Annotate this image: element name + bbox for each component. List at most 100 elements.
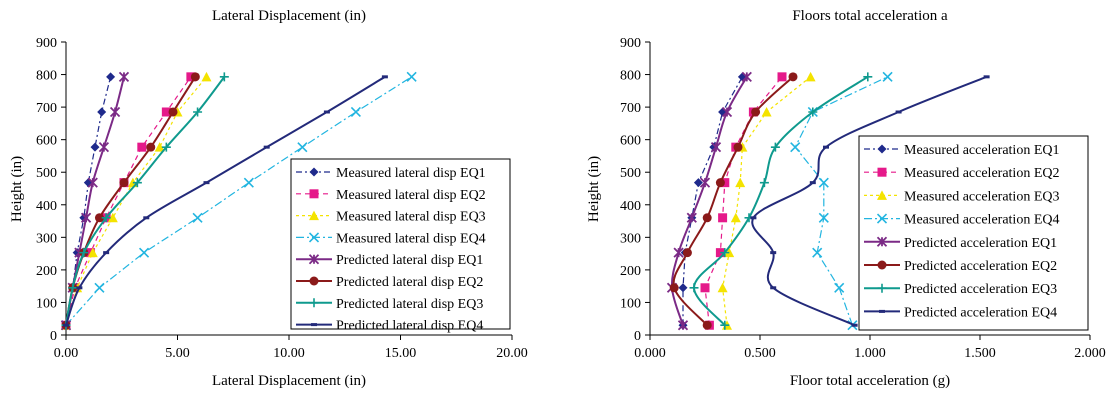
y-tick-label: 400 xyxy=(620,199,641,214)
legend-marker xyxy=(876,213,888,224)
legend: Measured lateral disp EQ1 Measured latera… xyxy=(290,158,511,334)
legend-label: Measured acceleration EQ1 xyxy=(904,143,1059,158)
data-point xyxy=(297,142,308,153)
y-ticks: 0 100 200 300 400 500 600 700 800 900 xyxy=(36,36,66,344)
x-ticks: 0.000 0.500 1.000 1.500 2.000 xyxy=(634,335,1106,361)
data-point xyxy=(721,106,733,118)
data-point xyxy=(192,212,203,223)
x-ticks: 0.00 5.00 10.00 15.00 20.00 xyxy=(54,335,528,361)
y-tick-label: 700 xyxy=(36,101,57,116)
x-tick-label: 0.00 xyxy=(54,346,79,361)
legend-marker xyxy=(309,167,319,177)
data-point xyxy=(718,213,728,223)
y-tick-label: 100 xyxy=(36,296,57,311)
data-point xyxy=(119,178,129,188)
data-point xyxy=(818,177,829,188)
y-axis: 0 100 200 300 400 500 600 700 800 900 Height (in) xyxy=(586,36,651,344)
legend-label: Predicted acceleration EQ2 xyxy=(904,259,1057,274)
legend-label: Measured acceleration EQ2 xyxy=(904,166,1059,181)
legend-label: Predicted lateral disp EQ3 xyxy=(336,297,483,312)
legend-item: Predicted lateral disp EQ3 xyxy=(296,297,483,312)
data-point xyxy=(818,212,829,223)
legend-marker xyxy=(876,236,888,247)
legend-marker xyxy=(877,167,887,177)
data-point xyxy=(87,247,98,258)
data-point xyxy=(203,181,210,185)
data-point xyxy=(669,283,679,293)
legend-marker xyxy=(309,210,319,221)
data-point xyxy=(823,145,829,149)
data-point xyxy=(109,106,121,118)
data-point xyxy=(406,71,417,82)
y-axis-label: Height (in) xyxy=(586,156,602,222)
y-tick-label: 100 xyxy=(620,296,641,311)
legend-marker xyxy=(877,144,887,154)
legend-label: Measured acceleration EQ3 xyxy=(904,189,1059,204)
legend-marker xyxy=(309,298,319,308)
data-point xyxy=(735,177,746,188)
data-point xyxy=(98,142,110,153)
legend-marker xyxy=(877,190,887,200)
series-line xyxy=(65,76,412,326)
series-8 xyxy=(750,75,990,327)
legend-label: Measured lateral disp EQ3 xyxy=(336,210,486,225)
data-point xyxy=(168,107,178,117)
data-point xyxy=(788,72,798,82)
x-tick-label: 15.00 xyxy=(385,346,417,361)
chart-title: Floors total acceleration a xyxy=(792,8,948,24)
plot-area xyxy=(60,71,417,331)
data-point xyxy=(777,72,787,82)
legend-item: Predicted lateral disp EQ2 xyxy=(296,275,483,290)
legend-item: Predicted lateral disp EQ4 xyxy=(296,319,483,334)
data-point xyxy=(193,107,203,117)
y-tick-label: 600 xyxy=(620,134,641,149)
series-line xyxy=(721,76,811,326)
data-point xyxy=(143,216,150,220)
legend-label: Predicted lateral disp EQ2 xyxy=(336,275,483,290)
series-line xyxy=(794,76,888,326)
series-7 xyxy=(61,72,229,330)
y-tick-label: 500 xyxy=(620,166,641,181)
data-point xyxy=(106,72,116,82)
legend-item: Measured acceleration EQ2 xyxy=(864,166,1059,181)
data-point xyxy=(809,181,816,185)
legend-label: Predicted acceleration EQ4 xyxy=(904,305,1057,320)
y-axis-label: Height (in) xyxy=(9,156,25,222)
legend-item: Predicted acceleration EQ1 xyxy=(864,236,1057,251)
data-point xyxy=(97,107,107,117)
y-tick-label: 900 xyxy=(620,36,641,51)
data-point xyxy=(68,283,78,293)
series-7 xyxy=(689,72,873,330)
y-tick-label: 200 xyxy=(36,264,57,279)
legend-label: Measured lateral disp EQ2 xyxy=(336,188,486,203)
data-point xyxy=(80,212,92,223)
data-point xyxy=(790,142,801,153)
series-3 xyxy=(61,71,212,330)
data-point xyxy=(161,107,171,117)
chart-title: Lateral Displacement (in) xyxy=(212,8,366,24)
data-point xyxy=(693,178,703,188)
series-8 xyxy=(63,75,388,327)
data-point xyxy=(678,283,688,293)
legend-label: Predicted acceleration EQ3 xyxy=(904,282,1057,297)
data-point xyxy=(76,286,83,290)
legend-item: Measured acceleration EQ3 xyxy=(864,189,1059,204)
data-point xyxy=(94,282,105,293)
data-point xyxy=(741,71,752,82)
data-point xyxy=(702,213,712,223)
x-axis: 0.000 0.500 1.000 1.500 2.000 Floor total ac… xyxy=(634,334,1106,389)
legend-item: Measured lateral disp EQ4 xyxy=(296,231,486,246)
data-point xyxy=(673,247,684,258)
data-point xyxy=(702,320,712,330)
chart-lateral-displacement: Lateral Displacement (in) 0 100 200 300 400 5… xyxy=(9,8,528,389)
data-point xyxy=(118,71,130,82)
data-point xyxy=(834,282,845,293)
legend-marker xyxy=(309,276,319,286)
legend-item: Predicted acceleration EQ4 xyxy=(864,305,1057,320)
y-tick-label: 0 xyxy=(50,329,57,344)
data-point xyxy=(689,283,699,293)
data-point xyxy=(710,142,722,153)
x-tick-label: 2.000 xyxy=(1074,346,1106,361)
legend-marker xyxy=(309,189,319,199)
data-point xyxy=(132,178,142,188)
